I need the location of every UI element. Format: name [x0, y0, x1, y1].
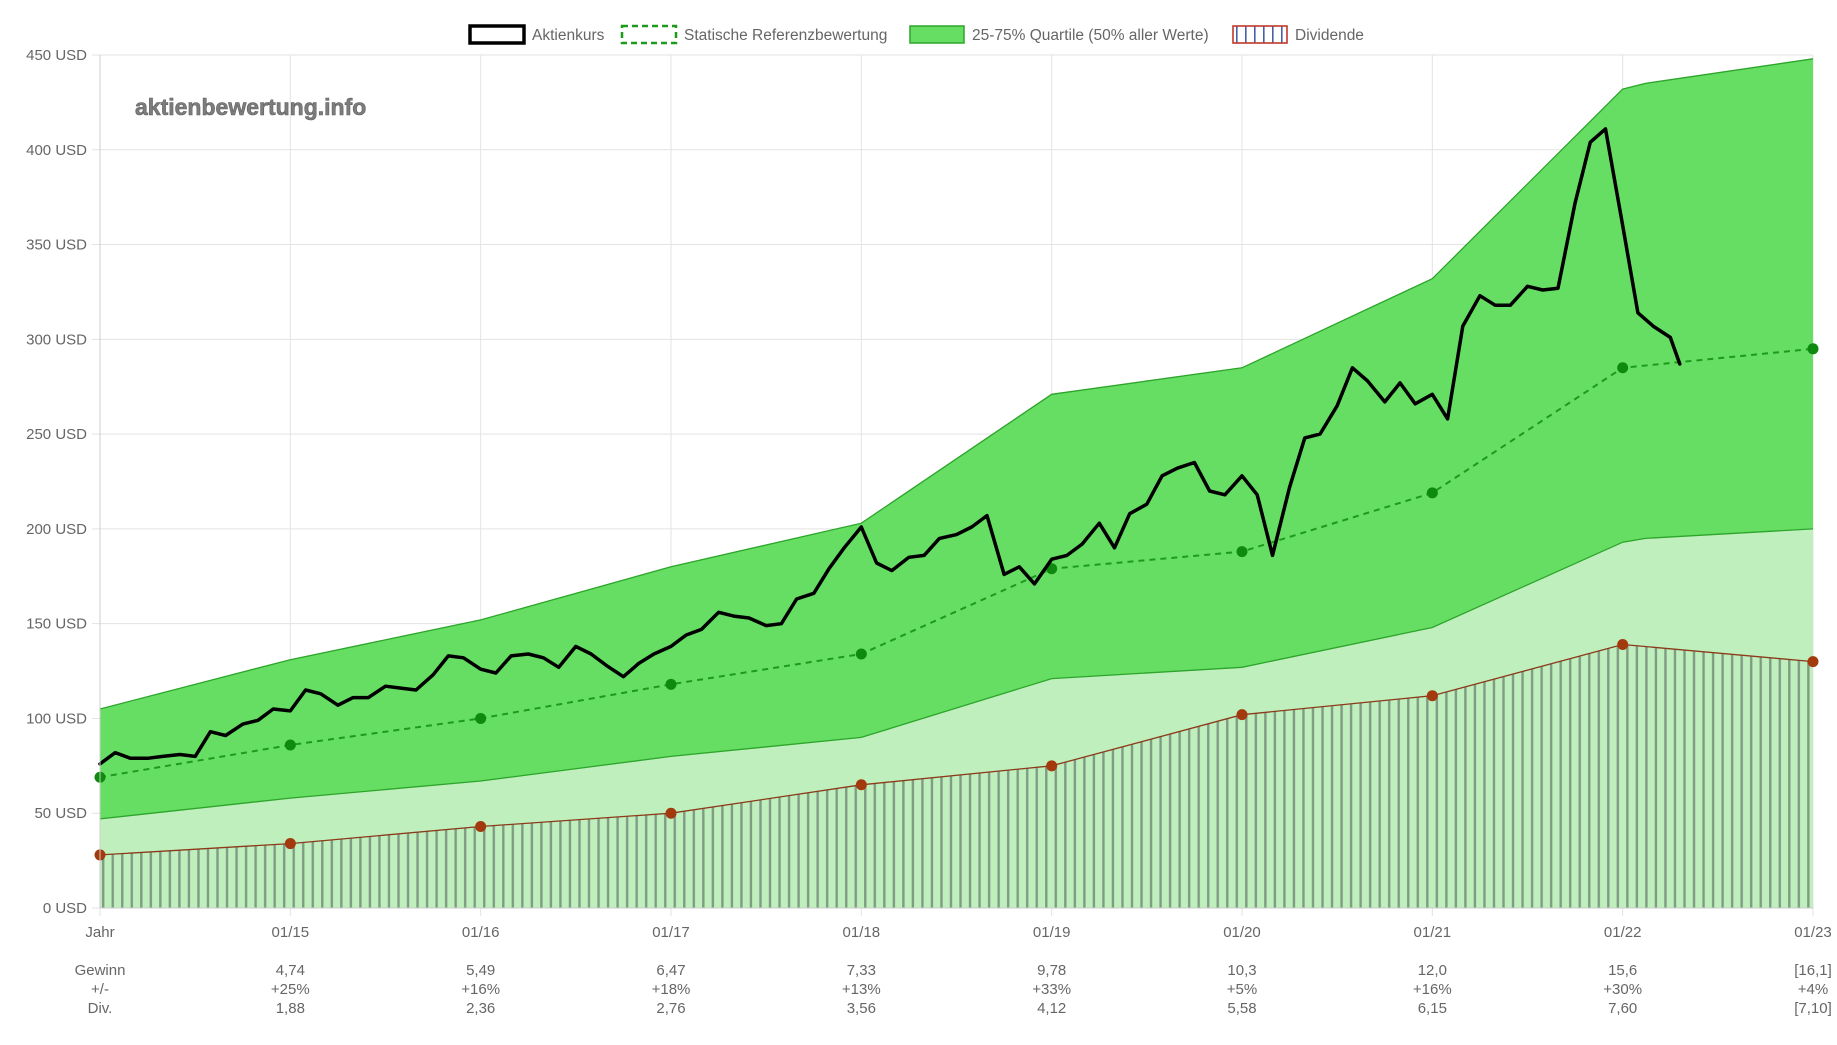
- reference-point: [1617, 362, 1629, 374]
- dividend-point: [855, 779, 867, 791]
- table-cell: 4,12: [1037, 1000, 1066, 1017]
- table-cell: +25%: [271, 981, 310, 998]
- y-tick-label: 400 USD: [26, 142, 87, 159]
- table-row-label: +/-: [91, 981, 109, 998]
- x-tick-label: 01/22: [1604, 924, 1642, 941]
- reference-point: [1807, 343, 1819, 355]
- legend-swatch-dividend: [1232, 25, 1288, 44]
- legend-label: Dividende: [1295, 27, 1364, 44]
- table-cell: 6,47: [656, 962, 685, 979]
- y-tick-label: 200 USD: [26, 521, 87, 538]
- table-cell: +16%: [461, 981, 500, 998]
- reference-point: [665, 678, 677, 690]
- y-tick-label: 50 USD: [34, 805, 87, 822]
- legend-label: 25-75% Quartile (50% aller Werte): [972, 27, 1209, 44]
- x-tick-label: 01/23: [1794, 924, 1832, 941]
- x-tick-label: Jahr: [85, 924, 114, 941]
- table-cell: 12,0: [1418, 962, 1447, 979]
- table-cell: 4,74: [276, 962, 305, 979]
- table-cell: 15,6: [1608, 962, 1637, 979]
- dividend-point: [1236, 709, 1248, 721]
- legend-swatch-reference: [620, 24, 678, 45]
- y-tick-label: 450 USD: [26, 47, 87, 64]
- table-cell: 3,56: [847, 1000, 876, 1017]
- table-cell: +30%: [1603, 981, 1642, 998]
- table-row-label: Div.: [88, 1000, 113, 1017]
- table-cell: 7,60: [1608, 1000, 1637, 1017]
- upper-quartile-line: [99, 58, 1814, 710]
- table-cell: +5%: [1227, 981, 1257, 998]
- dividend-line: [99, 643, 1814, 856]
- dividend-layer: [94, 639, 1819, 908]
- dividend-point: [1617, 639, 1629, 651]
- y-tick-label: 100 USD: [26, 710, 87, 727]
- watermark: aktienbewertung.info: [135, 94, 366, 120]
- x-tick-label: 01/19: [1033, 924, 1071, 941]
- axes-layer: 0 USD 50 USD 100 USD 150 USD 200 USD 250 USD 3…: [26, 47, 1832, 941]
- table-cell: 10,3: [1227, 962, 1256, 979]
- table-cell: +4%: [1798, 981, 1828, 998]
- table-cell: [7,10]: [1794, 1000, 1832, 1017]
- data-table: Gewinn 4,74 5,49 6,47 7,33 9,78 10,3 12,0 15,6 [1…: [75, 962, 1832, 1017]
- x-tick-label: 01/21: [1414, 924, 1452, 941]
- dividend-point: [475, 820, 487, 832]
- table-cell: +18%: [652, 981, 691, 998]
- quartile-band-area: [100, 58, 1813, 819]
- x-tick-label: 01/16: [462, 924, 500, 941]
- y-tick-label: 0 USD: [43, 900, 87, 917]
- dividend-point: [1046, 760, 1058, 772]
- dividend-point: [1807, 656, 1819, 668]
- y-tick-label: 150 USD: [26, 616, 87, 633]
- dividend-point: [284, 838, 296, 850]
- legend-swatch-quartile: [909, 25, 965, 44]
- dividend-point: [1426, 690, 1438, 702]
- y-tick-label: 300 USD: [26, 331, 87, 348]
- table-cell: 2,36: [466, 1000, 495, 1017]
- x-tick-label: 01/17: [652, 924, 690, 941]
- reference-point: [1236, 546, 1248, 558]
- legend-label: Aktienkurs: [532, 27, 605, 44]
- table-row-label: Gewinn: [75, 962, 126, 979]
- x-tick-label: 01/18: [843, 924, 881, 941]
- legend-label: Statische Referenzbewertung: [684, 27, 887, 44]
- y-tick-label: 350 USD: [26, 237, 87, 254]
- reference-point: [475, 712, 487, 724]
- legend-swatch-price: [468, 24, 526, 45]
- table-cell: 5,49: [466, 962, 495, 979]
- price-layer: [98, 127, 1682, 766]
- table-cell: 1,88: [276, 1000, 305, 1017]
- y-tick-label: 250 USD: [26, 426, 87, 443]
- table-cell: 2,76: [656, 1000, 685, 1017]
- table-cell: +16%: [1413, 981, 1452, 998]
- legend: Aktienkurs Statische Referenzbewertung 25-…: [468, 24, 1364, 45]
- dividend-point: [665, 807, 677, 819]
- price-line: [98, 127, 1682, 766]
- reference-point: [284, 739, 296, 751]
- table-cell: 5,58: [1227, 1000, 1256, 1017]
- reference-point: [855, 648, 867, 660]
- table-cell: 9,78: [1037, 962, 1066, 979]
- table-cell: +13%: [842, 981, 881, 998]
- x-tick-label: 01/20: [1223, 924, 1261, 941]
- x-tick-label: 01/15: [272, 924, 310, 941]
- reference-point: [1426, 487, 1438, 499]
- lower-quartile-line: [99, 528, 1814, 820]
- table-cell: [16,1]: [1794, 962, 1832, 979]
- table-cell: 6,15: [1418, 1000, 1447, 1017]
- reference-line: [99, 347, 1814, 779]
- dividend-area: [100, 644, 1813, 908]
- table-cell: +33%: [1032, 981, 1071, 998]
- reference-layer: [94, 343, 1819, 783]
- table-cell: 7,33: [847, 962, 876, 979]
